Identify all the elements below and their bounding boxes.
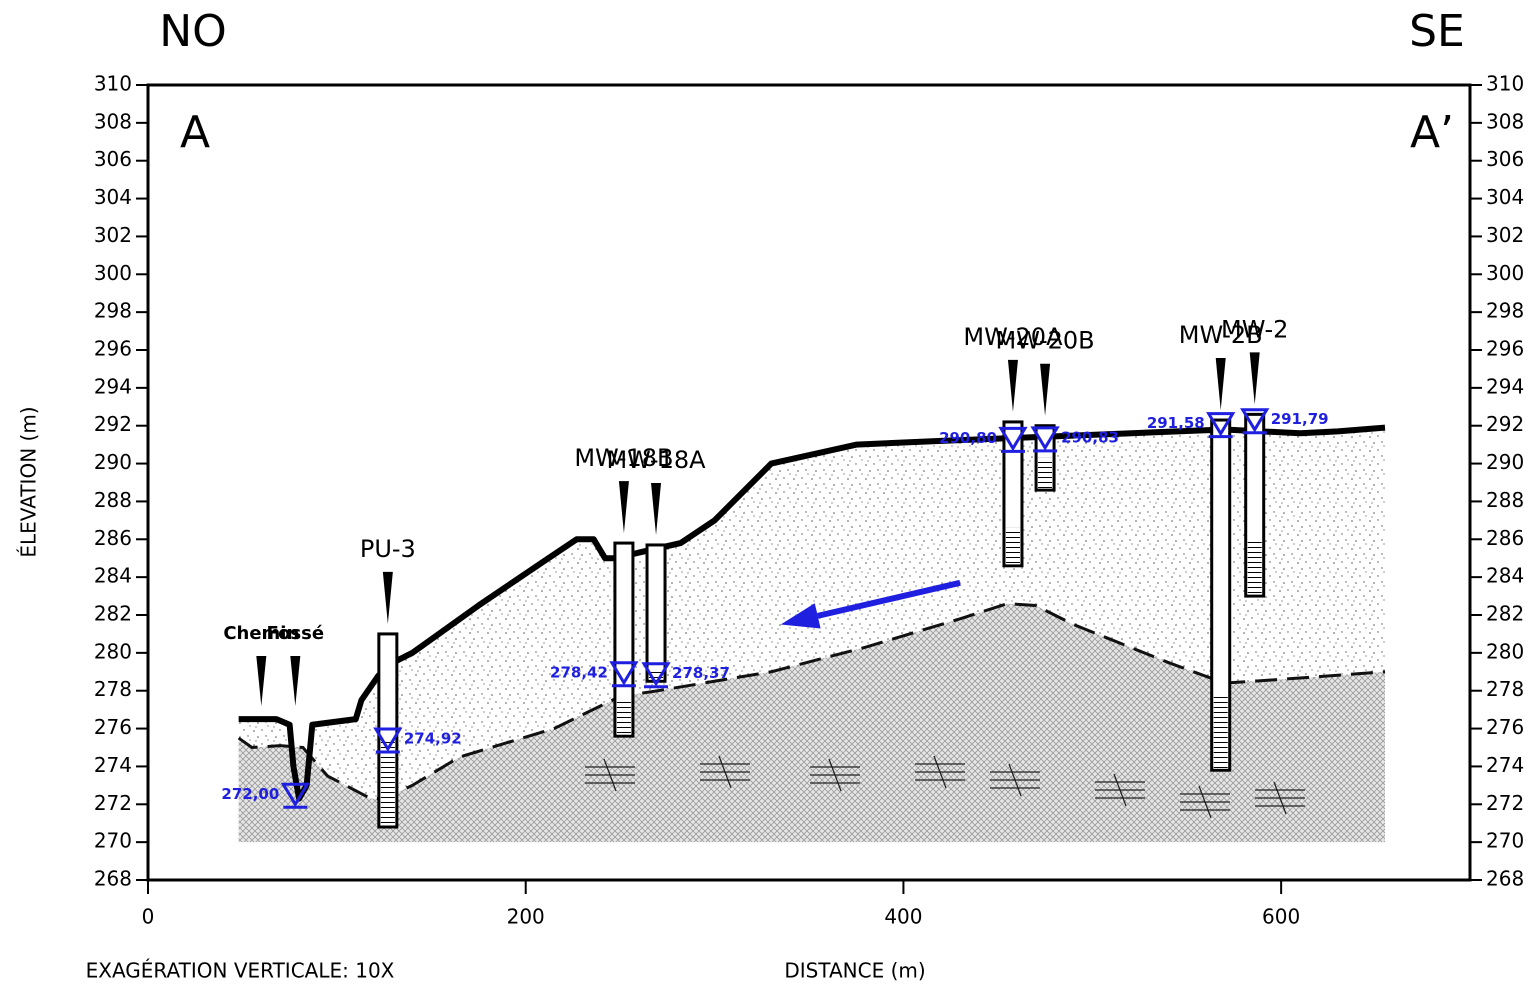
water-level-label: 278,42 xyxy=(550,663,608,681)
well-screen xyxy=(1248,539,1262,594)
y-tick-label: 310 xyxy=(94,72,132,96)
well-name: MW-18A xyxy=(606,446,706,474)
y-tick-label: 270 xyxy=(94,829,132,853)
well-name: MW-2 xyxy=(1221,315,1288,343)
y-tick-label: 292 xyxy=(94,412,132,436)
y2-tick-label: 288 xyxy=(1486,488,1524,512)
direction-left: NO xyxy=(159,6,227,57)
y-axis-label: ÉLEVATION (m) xyxy=(17,406,41,557)
y-tick-label: 300 xyxy=(94,261,132,285)
y2-tick-label: 310 xyxy=(1486,72,1524,96)
well-name: PU-3 xyxy=(360,535,416,563)
well-screen xyxy=(1038,458,1052,489)
y2-tick-label: 286 xyxy=(1486,526,1524,550)
chart: NO SE ÉLEVATION (m) DISTANCE (m) EXAGÉRA… xyxy=(0,0,1539,988)
well-pointer xyxy=(1216,358,1226,410)
y2-tick-label: 268 xyxy=(1486,867,1524,891)
well-pointer xyxy=(1250,352,1260,404)
x-tick-label: 0 xyxy=(142,905,155,929)
y-tick-label: 288 xyxy=(94,488,132,512)
y-tick-label: 278 xyxy=(94,677,132,701)
y2-tick-label: 272 xyxy=(1486,791,1524,815)
well-screen xyxy=(1214,695,1228,769)
y2-tick-label: 300 xyxy=(1486,261,1524,285)
y-tick-label: 282 xyxy=(94,602,132,626)
y-tick-label: 286 xyxy=(94,526,132,550)
water-level-label: 290,80 xyxy=(939,429,997,447)
well-pointer xyxy=(1040,364,1050,416)
y-tick-label: 290 xyxy=(94,450,132,474)
y-tick-label: 272 xyxy=(94,791,132,815)
y2-tick-label: 292 xyxy=(1486,412,1524,436)
y-tick-label: 306 xyxy=(94,147,132,171)
y2-tick-label: 270 xyxy=(1486,829,1524,853)
y-tick-label: 294 xyxy=(94,374,132,398)
well-screen xyxy=(617,698,631,734)
annotation-pointer xyxy=(290,656,300,706)
x-tick-label: 200 xyxy=(507,905,545,929)
annotation-label: Fossé xyxy=(267,623,325,644)
y2-tick-label: 298 xyxy=(1486,299,1524,323)
y2-tick-label: 294 xyxy=(1486,374,1524,398)
well-casing xyxy=(647,545,665,681)
water-level-label: 291,58 xyxy=(1147,414,1205,432)
y2-tick-label: 296 xyxy=(1486,337,1524,361)
section-end: A’ xyxy=(1410,107,1454,158)
y2-tick-label: 278 xyxy=(1486,677,1524,701)
y-tick-label: 284 xyxy=(94,564,132,588)
direction-right: SE xyxy=(1409,6,1465,57)
annotation-pointer xyxy=(256,656,266,706)
well-pointer xyxy=(1008,360,1018,412)
x-axis-label: DISTANCE (m) xyxy=(784,959,925,983)
x-tick-label: 400 xyxy=(884,905,922,929)
y2-tick-label: 308 xyxy=(1486,109,1524,133)
well-pointer xyxy=(651,483,661,535)
page: NO SE ÉLEVATION (m) DISTANCE (m) EXAGÉRA… xyxy=(0,0,1539,988)
y2-tick-label: 284 xyxy=(1486,564,1524,588)
y-tick-label: 274 xyxy=(94,753,132,777)
y2-tick-label: 276 xyxy=(1486,715,1524,739)
y2-tick-label: 274 xyxy=(1486,753,1524,777)
y2-tick-label: 282 xyxy=(1486,602,1524,626)
well-name: MW-20B xyxy=(996,327,1095,355)
well-pointer xyxy=(383,572,393,624)
well-screen xyxy=(1006,528,1020,564)
y-tick-label: 302 xyxy=(94,223,132,247)
y-tick-label: 296 xyxy=(94,337,132,361)
y-tick-label: 276 xyxy=(94,715,132,739)
x-tick-label: 600 xyxy=(1262,905,1300,929)
y2-tick-label: 306 xyxy=(1486,147,1524,171)
y-tick-label: 304 xyxy=(94,185,132,209)
section-start: A xyxy=(180,107,210,158)
y2-tick-label: 302 xyxy=(1486,223,1524,247)
y-tick-label: 308 xyxy=(94,109,132,133)
y-tick-label: 280 xyxy=(94,639,132,663)
water-level-label: 290,83 xyxy=(1061,428,1119,446)
y2-tick-label: 304 xyxy=(1486,185,1524,209)
water-level-label: 291,79 xyxy=(1271,410,1329,428)
water-level-label: 278,37 xyxy=(672,664,730,682)
y2-tick-label: 290 xyxy=(1486,450,1524,474)
water-level-label: 272,00 xyxy=(221,785,279,803)
y2-tick-label: 280 xyxy=(1486,639,1524,663)
y-tick-label: 268 xyxy=(94,867,132,891)
plot: 268 268 270 270 272 272 274 274 276 276 278 278 280 2… xyxy=(94,72,1524,929)
water-level-label: 274,92 xyxy=(404,730,462,748)
well-pointer xyxy=(619,481,629,533)
y-tick-label: 298 xyxy=(94,299,132,323)
note: EXAGÉRATION VERTICALE: 10X xyxy=(86,959,395,983)
